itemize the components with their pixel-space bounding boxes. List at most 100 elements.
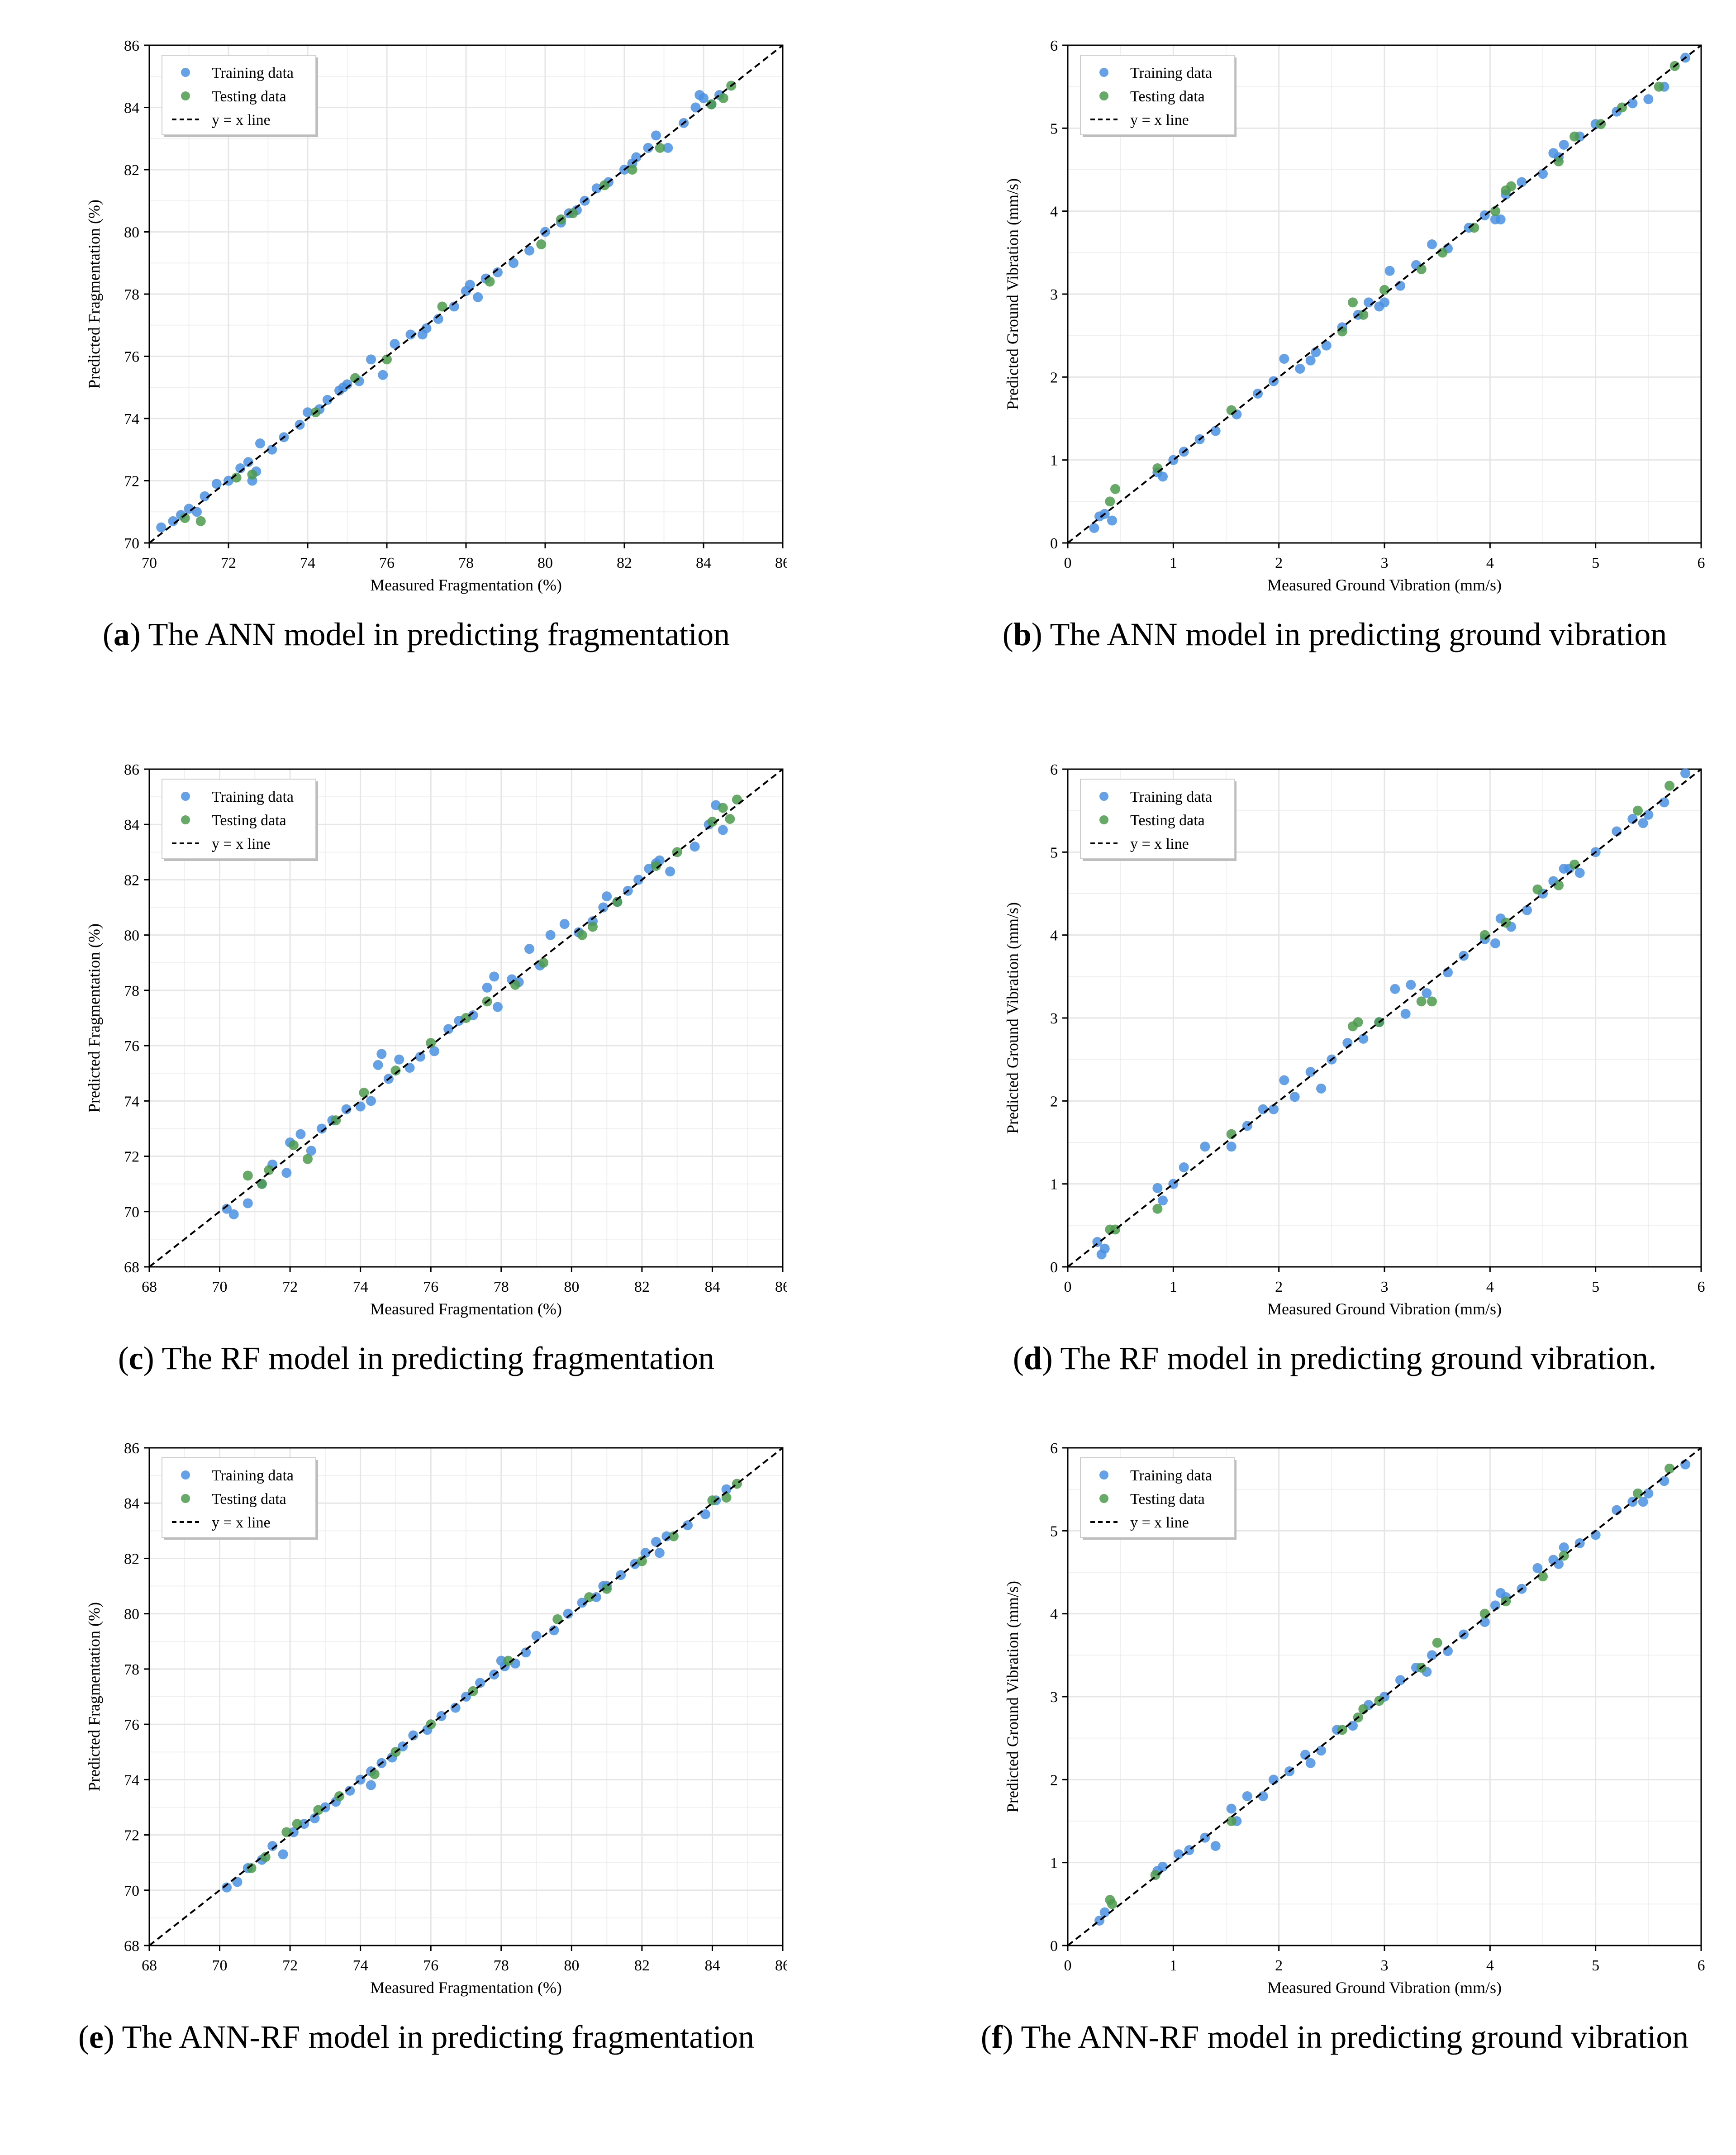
training-point [651,130,661,141]
training-point [718,825,728,835]
plot-frame [148,1447,784,1946]
training-point [473,292,483,302]
testing-point [584,1592,595,1602]
training-point [281,1168,292,1178]
training-point [390,339,400,349]
training-point [309,1813,320,1823]
x-tick-label: 82 [634,1279,650,1295]
testing-point [612,897,623,907]
training-point [1517,177,1527,187]
training-point [602,891,612,902]
x-tick-label: 68 [142,1957,157,1974]
training-point [545,930,556,940]
training-point [1321,340,1332,351]
y-tick-label: 5 [1050,120,1058,137]
training-point [317,1123,327,1134]
legend-marker [1099,68,1108,77]
caption-text: The ANN model in predicting ground vibra… [1042,616,1667,652]
testing-point [725,814,735,824]
x-tick-label: 76 [423,1957,438,1974]
x-tick-label: 86 [775,555,787,571]
identity-line [1067,44,1702,544]
caption-letter: b [1013,616,1032,652]
testing-point [637,1556,647,1566]
training-point [521,1647,531,1658]
testing-point [588,922,598,932]
x-tick-label: 70 [212,1957,228,1974]
training-point [1364,297,1374,308]
caption-letter: e [89,2019,104,2055]
y-tick-label: 74 [124,1093,139,1110]
y-tick-label: 84 [124,1495,139,1512]
training-point [1659,797,1669,808]
training-point [1210,1841,1221,1851]
testing-point [1654,81,1664,92]
training-point [465,280,475,290]
legend-marker [181,68,190,77]
testing-point [180,513,190,523]
legend-label: y = x line [1130,112,1189,128]
training-point [1495,214,1506,224]
x-tick-label: 3 [1381,1279,1389,1295]
testing-point [602,1584,612,1594]
testing-point [1379,285,1389,295]
training-point [1627,98,1638,109]
training-point [417,329,428,340]
x-tick-label: 74 [300,555,315,571]
x-tick-label: 2 [1275,1279,1283,1295]
testing-point [195,516,206,526]
y-tick-label: 2 [1050,1772,1058,1789]
testing-point [1152,1204,1163,1214]
training-point [1643,94,1654,105]
training-point [1289,1092,1300,1102]
testing-point [718,93,728,103]
plot-frame [148,768,784,1268]
y-tick-label: 6 [1050,1440,1058,1457]
identity-line [148,768,784,1268]
training-point [1379,297,1389,308]
legend-label: y = x line [212,1514,271,1531]
legend-marker [181,815,190,824]
training-point [184,504,194,514]
training-point [1638,818,1648,828]
training-point [267,1841,278,1851]
training-point [1427,239,1437,249]
training-point [192,507,202,517]
testing-point [1532,884,1543,894]
x-tick-label: 68 [142,1279,157,1295]
x-tick-label: 1 [1170,555,1177,571]
training-point [1559,1542,1569,1552]
training-point [1554,1559,1564,1569]
testing-point [707,817,718,827]
caption-e: (e) The ANN-RF model in predicting fragm… [78,2019,755,2055]
training-point [366,1780,376,1790]
caption-letter: d [1023,1340,1042,1376]
testing-point [1665,1463,1674,1474]
training-point [338,382,348,393]
y-tick-label: 4 [1050,1606,1058,1623]
y-tick-label: 0 [1050,1259,1058,1276]
training-point [524,245,534,256]
training-point [156,522,166,533]
testing-point [577,930,587,940]
y-axis-label: Predicted Ground Vibration (mm/s) [1004,1581,1022,1812]
caption-f: (f) The ANN-RF model in predicting groun… [980,2019,1689,2055]
legend-marker [181,792,190,801]
training-point [1395,1675,1405,1685]
training-point [1358,1033,1369,1044]
y-tick-label: 74 [124,1772,139,1789]
identity-line [148,44,784,544]
training-point [322,395,333,405]
training-point [1279,354,1289,364]
training-point [1659,1476,1669,1486]
legend-label: Training data [212,1467,294,1484]
training-point [450,1703,461,1713]
x-tick-label: 82 [617,555,632,571]
legend-label: Testing data [1130,1491,1205,1508]
y-tick-label: 82 [124,872,139,889]
training-point [433,314,443,324]
training-point [1200,1142,1210,1152]
training-point [549,1625,559,1636]
legend-label: Training data [1130,1467,1212,1484]
x-tick-label: 6 [1698,1279,1705,1295]
